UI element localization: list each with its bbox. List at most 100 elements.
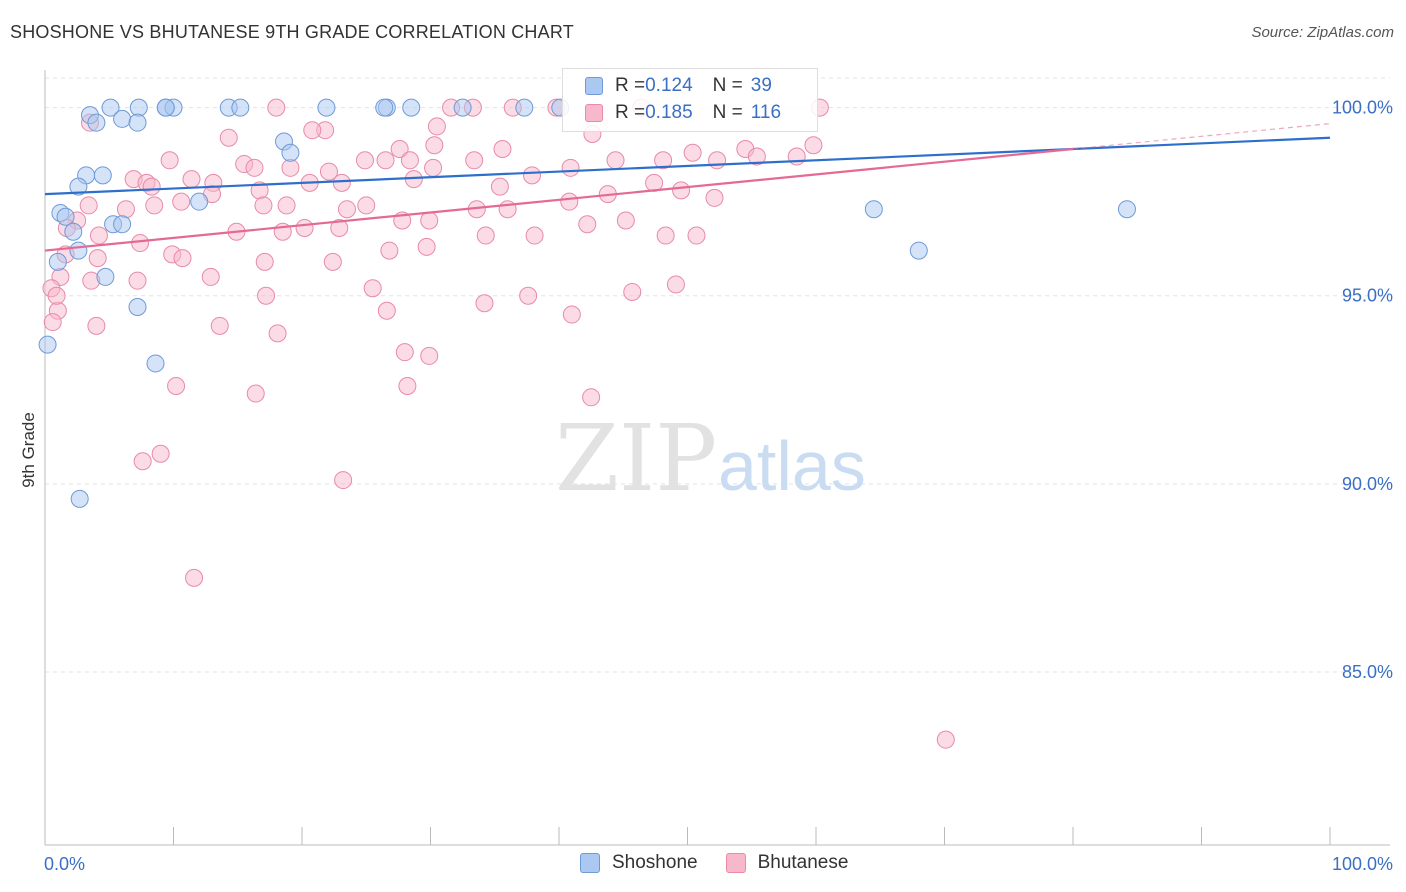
bhutanese-point bbox=[523, 166, 542, 185]
shoshone-point bbox=[87, 113, 106, 132]
y-tick-label: 95.0% bbox=[1342, 286, 1393, 306]
shoshone-point bbox=[70, 489, 89, 508]
bhutanese-point bbox=[133, 452, 152, 471]
shoshone-point bbox=[113, 215, 132, 234]
shoshone-point bbox=[129, 98, 148, 117]
bhutanese-point bbox=[687, 226, 706, 245]
bhutanese-point bbox=[182, 170, 201, 189]
bhutanese-point bbox=[654, 151, 673, 170]
bhutanese-point bbox=[295, 219, 314, 238]
shoshone-point bbox=[101, 98, 120, 117]
y-tick-label: 90.0% bbox=[1342, 474, 1393, 494]
bhutanese-point bbox=[330, 219, 349, 238]
bhutanese-point bbox=[337, 200, 356, 219]
bhutanese-point bbox=[167, 377, 186, 396]
bhutanese-swatch bbox=[725, 853, 746, 873]
bhutanese-point bbox=[128, 271, 147, 290]
bhutanese-point bbox=[465, 151, 484, 170]
bhutanese-point bbox=[131, 234, 150, 253]
legend-item-shoshone[interactable]: Shoshone bbox=[580, 852, 698, 874]
y-tick-label: 100.0% bbox=[1332, 98, 1393, 118]
bhutanese-point bbox=[172, 192, 191, 211]
bhutanese-point bbox=[363, 279, 382, 298]
bhutanese-point bbox=[323, 252, 342, 271]
bhutanese-point bbox=[427, 117, 446, 136]
legend-item-bhutanese[interactable]: Bhutanese bbox=[725, 852, 849, 874]
bhutanese-point bbox=[43, 313, 62, 332]
bhutanese-point bbox=[173, 249, 192, 268]
shoshone-point bbox=[864, 200, 883, 219]
bhutanese-point bbox=[281, 158, 300, 177]
bhutanese-point bbox=[245, 158, 264, 177]
tick-labels: 100.0% 95.0% 90.0% 85.0% 0.0% 100.0% bbox=[44, 98, 1393, 874]
watermark: ZIP atlas bbox=[555, 405, 866, 512]
shoshone-point bbox=[375, 98, 394, 117]
bhutanese-point bbox=[656, 226, 675, 245]
shoshone-point bbox=[128, 298, 147, 317]
legend-label-bhutanese: Bhutanese bbox=[757, 852, 849, 873]
bhutanese-point bbox=[705, 188, 724, 207]
bhutanese-point bbox=[616, 211, 635, 230]
bhutanese-point bbox=[398, 377, 417, 396]
bhutanese-point bbox=[210, 316, 229, 335]
bhutanese-point bbox=[79, 196, 98, 215]
legend-n-label: N = bbox=[712, 102, 743, 123]
bhutanese-point bbox=[666, 275, 685, 294]
y-tick-label: 85.0% bbox=[1342, 662, 1393, 682]
source-label: Source: ZipAtlas.com bbox=[1251, 24, 1394, 41]
bhutanese-point bbox=[303, 121, 322, 140]
shoshone-point bbox=[69, 241, 88, 260]
series-legend: Shoshone Bhutanese bbox=[580, 852, 876, 874]
bhutanese-point bbox=[519, 286, 538, 305]
shoshone-point bbox=[190, 192, 209, 211]
bhutanese-points bbox=[42, 98, 955, 749]
bhutanese-point bbox=[376, 151, 395, 170]
bhutanese-point bbox=[357, 196, 376, 215]
bhutanese-trendline bbox=[44, 147, 1074, 252]
chart-title: SHOSHONE VS BHUTANESE 9TH GRADE CORRELAT… bbox=[10, 22, 574, 42]
trend-lines bbox=[44, 123, 1331, 252]
bhutanese-trend-extension bbox=[1072, 123, 1331, 150]
bhutanese-point bbox=[560, 192, 579, 211]
bhutanese-point bbox=[116, 200, 135, 219]
shoshone-swatch bbox=[585, 77, 603, 95]
x-tick-label: 0.0% bbox=[44, 854, 85, 874]
bhutanese-point bbox=[708, 151, 727, 170]
shoshone-points bbox=[38, 98, 1136, 508]
bhutanese-point bbox=[475, 294, 494, 313]
bhutanese-swatch bbox=[585, 104, 603, 122]
bhutanese-point bbox=[254, 196, 273, 215]
axes bbox=[44, 70, 1390, 846]
stats-legend: R = 0.124 N = 39 R = 0.185 N = 116 bbox=[562, 68, 818, 132]
bhutanese-point bbox=[395, 343, 414, 362]
bhutanese-point bbox=[578, 215, 597, 234]
legend-n-value: 39 bbox=[750, 75, 772, 96]
shoshone-point bbox=[1117, 200, 1136, 219]
bhutanese-point bbox=[562, 305, 581, 324]
bhutanese-point bbox=[936, 730, 955, 749]
watermark-zip: ZIP bbox=[555, 405, 717, 512]
bhutanese-point bbox=[417, 237, 436, 256]
legend-label-shoshone: Shoshone bbox=[612, 852, 698, 873]
bhutanese-point bbox=[747, 147, 766, 166]
shoshone-point bbox=[453, 98, 472, 117]
shoshone-point bbox=[402, 98, 421, 117]
bhutanese-point bbox=[561, 158, 580, 177]
bhutanese-point bbox=[672, 181, 691, 200]
legend-r-label: R = bbox=[615, 102, 646, 123]
bhutanese-point bbox=[201, 267, 220, 286]
bhutanese-point bbox=[377, 301, 396, 320]
bhutanese-point bbox=[425, 136, 444, 155]
legend-r-value: 0.124 bbox=[645, 75, 693, 96]
shoshone-point bbox=[96, 267, 115, 286]
bhutanese-point bbox=[219, 128, 238, 147]
shoshone-point bbox=[93, 166, 112, 185]
shoshone-point bbox=[56, 207, 75, 226]
bhutanese-point bbox=[160, 151, 179, 170]
bhutanese-point bbox=[606, 151, 625, 170]
bhutanese-point bbox=[268, 324, 287, 343]
bhutanese-point bbox=[493, 140, 512, 159]
shoshone-point bbox=[317, 98, 336, 117]
shoshone-point bbox=[38, 335, 57, 354]
bhutanese-point bbox=[525, 226, 544, 245]
